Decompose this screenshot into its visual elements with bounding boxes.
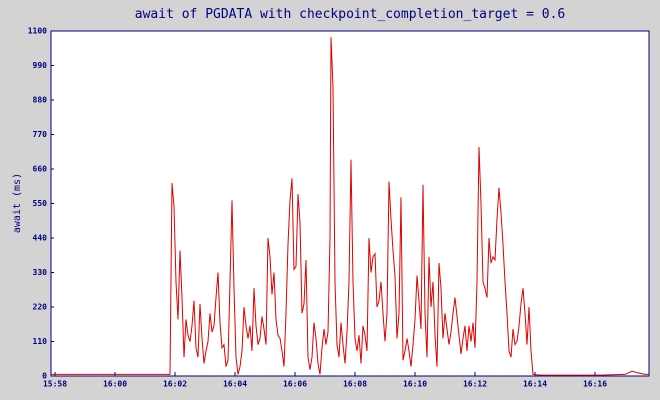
x-tick-label: 16:10	[403, 380, 427, 389]
y-tick-label: 990	[33, 61, 48, 70]
y-tick-label: 770	[33, 130, 48, 139]
x-tick-label: 16:14	[523, 380, 547, 389]
y-tick-label: 660	[33, 165, 48, 174]
y-tick-label: 550	[33, 199, 48, 208]
y-tick-label: 220	[33, 303, 48, 312]
y-tick-label: 440	[33, 234, 48, 243]
x-tick-label: 16:02	[163, 380, 187, 389]
y-tick-label: 880	[33, 96, 48, 105]
x-tick-label: 16:04	[223, 380, 247, 389]
x-tick-label: 16:08	[343, 380, 367, 389]
x-tick-label: 16:16	[583, 380, 607, 389]
chart-title: await of PGDATA with checkpoint_completi…	[135, 7, 565, 22]
y-axis-label: await (ms)	[12, 173, 23, 233]
x-tick-label: 15:58	[43, 380, 67, 389]
y-tick-label: 1100	[28, 27, 47, 36]
x-tick-label: 16:06	[283, 380, 307, 389]
y-tick-label: 330	[33, 268, 48, 277]
x-tick-label: 16:00	[103, 380, 127, 389]
y-tick-label: 0	[42, 372, 47, 381]
line	[51, 37, 649, 376]
x-tick-label: 16:12	[463, 380, 487, 389]
y-tick-label: 110	[33, 337, 48, 346]
